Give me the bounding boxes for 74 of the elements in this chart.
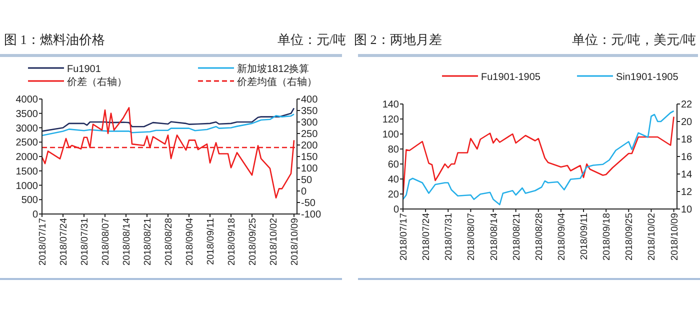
legend-label: 新加坡1812换算 — [237, 63, 310, 75]
x-tick-label: 2018/10/02 — [268, 218, 280, 266]
x-tick-label: 2018/10/02 — [646, 213, 658, 261]
y2-tick-label: 150 — [301, 152, 318, 163]
legend-label: 价差均值（右轴） — [236, 76, 317, 88]
y2-tick-label: 16 — [681, 152, 693, 163]
x-tick-label: 2018/09/25 — [248, 218, 258, 266]
line-series — [41, 108, 295, 132]
y-tick-label: 3500 — [16, 108, 38, 120]
y2-tick-label: 14 — [681, 170, 693, 180]
x-tick-label: 2018/08/21 — [142, 218, 154, 266]
x-tick-label: 2018/09/18 — [226, 218, 238, 266]
y2-tick-label: 18 — [681, 134, 693, 146]
y-tick-label: 500 — [21, 195, 38, 206]
x-tick-label: 2018/09/11 — [206, 218, 216, 265]
line-series — [41, 107, 295, 199]
x-tick-label: 2018/08/07 — [100, 218, 112, 266]
y2-tick-label: 350 — [301, 106, 318, 117]
x-tick-label: 2018/07/31 — [444, 213, 455, 261]
x-tick-label: 2018/10/09 — [669, 213, 680, 261]
legend-label: Fu1901-1905 — [481, 72, 541, 83]
y2-tick-label: -100 — [301, 210, 322, 220]
x-tick-label: 2018/07/17 — [38, 218, 48, 266]
y-tick-label: 1000 — [16, 180, 38, 192]
x-tick-label: 2018/10/09 — [290, 218, 300, 266]
y-tick-label: 20 — [388, 190, 400, 200]
x-tick-label: 2018/08/28 — [534, 213, 545, 261]
chart-title: 图 1：燃料油价格 — [4, 32, 105, 47]
y2-tick-label: 22 — [681, 100, 693, 110]
x-tick-label: 2018/09/04 — [556, 213, 568, 261]
chart-subtitle: 单位：元/吨，美元/吨 — [572, 32, 696, 47]
x-tick-label: 2018/08/21 — [511, 213, 522, 261]
x-tick-label: 2018/08/07 — [466, 213, 478, 261]
y-tick-label: 2500 — [16, 138, 38, 149]
x-tick-label: 2018/09/18 — [602, 213, 613, 261]
x-tick-label: 2018/08/14 — [122, 218, 132, 266]
y-tick-label: 0 — [393, 204, 400, 216]
x-tick-label: 2018/09/04 — [184, 218, 196, 266]
y2-tick-label: 10 — [681, 204, 693, 216]
chart-title: 图 2：两地月差 — [354, 32, 442, 47]
line-series — [41, 114, 295, 136]
y2-tick-label: 100 — [301, 164, 318, 174]
y-tick-label: 120 — [382, 114, 400, 126]
y-tick-label: 4000 — [16, 94, 38, 106]
y-tick-label: 2000 — [16, 152, 38, 163]
y-tick-label: 80 — [388, 144, 400, 156]
y-tick-label: 140 — [382, 100, 400, 110]
y-tick-label: 40 — [388, 174, 400, 186]
y2-tick-label: 20 — [681, 117, 693, 128]
x-tick-label: 2018/07/17 — [398, 213, 410, 261]
legend-label: Sin1901-1905 — [616, 72, 679, 83]
y2-tick-label: 12 — [681, 187, 693, 198]
x-tick-label: 2018/08/14 — [488, 213, 500, 261]
legend-label: Fu1901 — [67, 64, 102, 75]
chart-subtitle: 单位：元/吨 — [277, 32, 346, 47]
y-tick-label: 0 — [32, 210, 38, 220]
legend-label: 价差（右轴） — [66, 76, 127, 88]
y2-tick-label: 300 — [301, 118, 318, 128]
x-tick-label: 2018/07/24 — [58, 218, 70, 266]
y-tick-label: 100 — [382, 130, 400, 140]
y-tick-label: 1500 — [16, 166, 38, 178]
x-tick-label: 2018/09/25 — [624, 213, 636, 261]
x-tick-label: 2018/07/24 — [421, 213, 432, 261]
y2-tick-label: 50 — [301, 175, 313, 186]
y-tick-label: 60 — [388, 160, 400, 170]
y2-tick-label: 200 — [301, 140, 318, 152]
x-tick-label: 2018/07/31 — [80, 218, 90, 266]
y2-tick-label: 0 — [301, 186, 307, 198]
y2-tick-label: 400 — [301, 94, 318, 106]
y2-tick-label: -50 — [301, 198, 316, 209]
x-tick-label: 2018/08/28 — [164, 218, 174, 266]
y-tick-label: 3000 — [16, 123, 38, 134]
x-tick-label: 2018/09/11 — [579, 213, 590, 260]
y2-tick-label: 250 — [301, 129, 318, 140]
